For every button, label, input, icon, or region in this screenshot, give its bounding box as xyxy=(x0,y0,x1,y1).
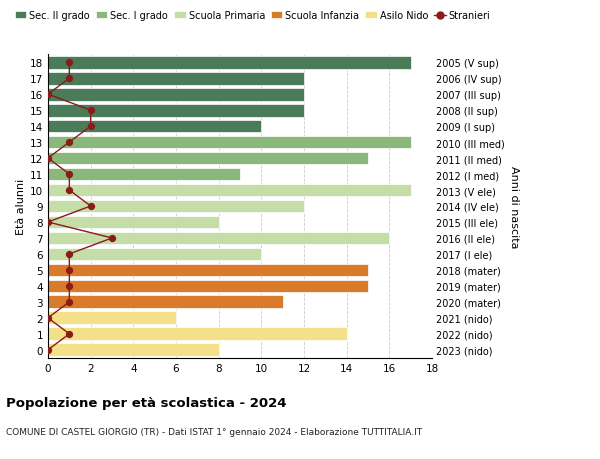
Bar xyxy=(48,344,218,357)
Point xyxy=(107,235,117,242)
Bar xyxy=(48,248,262,261)
Point xyxy=(43,91,53,99)
Point xyxy=(65,267,74,274)
Point xyxy=(86,123,95,130)
Point xyxy=(86,107,95,115)
Point xyxy=(65,187,74,194)
Bar xyxy=(48,136,410,149)
Bar xyxy=(48,168,240,181)
Point xyxy=(65,171,74,179)
Legend: Sec. II grado, Sec. I grado, Scuola Primaria, Scuola Infanzia, Asilo Nido, Stran: Sec. II grado, Sec. I grado, Scuola Prim… xyxy=(11,7,494,25)
Point xyxy=(86,203,95,210)
Bar xyxy=(48,232,389,245)
Point xyxy=(43,155,53,162)
Bar xyxy=(48,120,262,133)
Bar xyxy=(48,216,218,229)
Bar xyxy=(48,328,347,341)
Bar xyxy=(48,152,368,165)
Bar xyxy=(48,184,410,197)
Y-axis label: Età alunni: Età alunni xyxy=(16,179,26,235)
Y-axis label: Anni di nascita: Anni di nascita xyxy=(509,165,519,248)
Bar xyxy=(48,264,368,277)
Point xyxy=(43,314,53,322)
Point xyxy=(65,139,74,146)
Point xyxy=(65,283,74,290)
Point xyxy=(43,219,53,226)
Text: COMUNE DI CASTEL GIORGIO (TR) - Dati ISTAT 1° gennaio 2024 - Elaborazione TUTTIT: COMUNE DI CASTEL GIORGIO (TR) - Dati IST… xyxy=(6,427,422,436)
Bar xyxy=(48,312,176,325)
Point xyxy=(65,298,74,306)
Point xyxy=(43,347,53,354)
Point xyxy=(65,251,74,258)
Point xyxy=(65,59,74,67)
Bar xyxy=(48,105,304,117)
Bar xyxy=(48,296,283,308)
Point xyxy=(65,75,74,83)
Bar xyxy=(48,280,368,293)
Bar xyxy=(48,56,410,69)
Bar xyxy=(48,73,304,85)
Bar xyxy=(48,200,304,213)
Bar xyxy=(48,89,304,101)
Text: Popolazione per età scolastica - 2024: Popolazione per età scolastica - 2024 xyxy=(6,396,287,409)
Point xyxy=(65,330,74,338)
